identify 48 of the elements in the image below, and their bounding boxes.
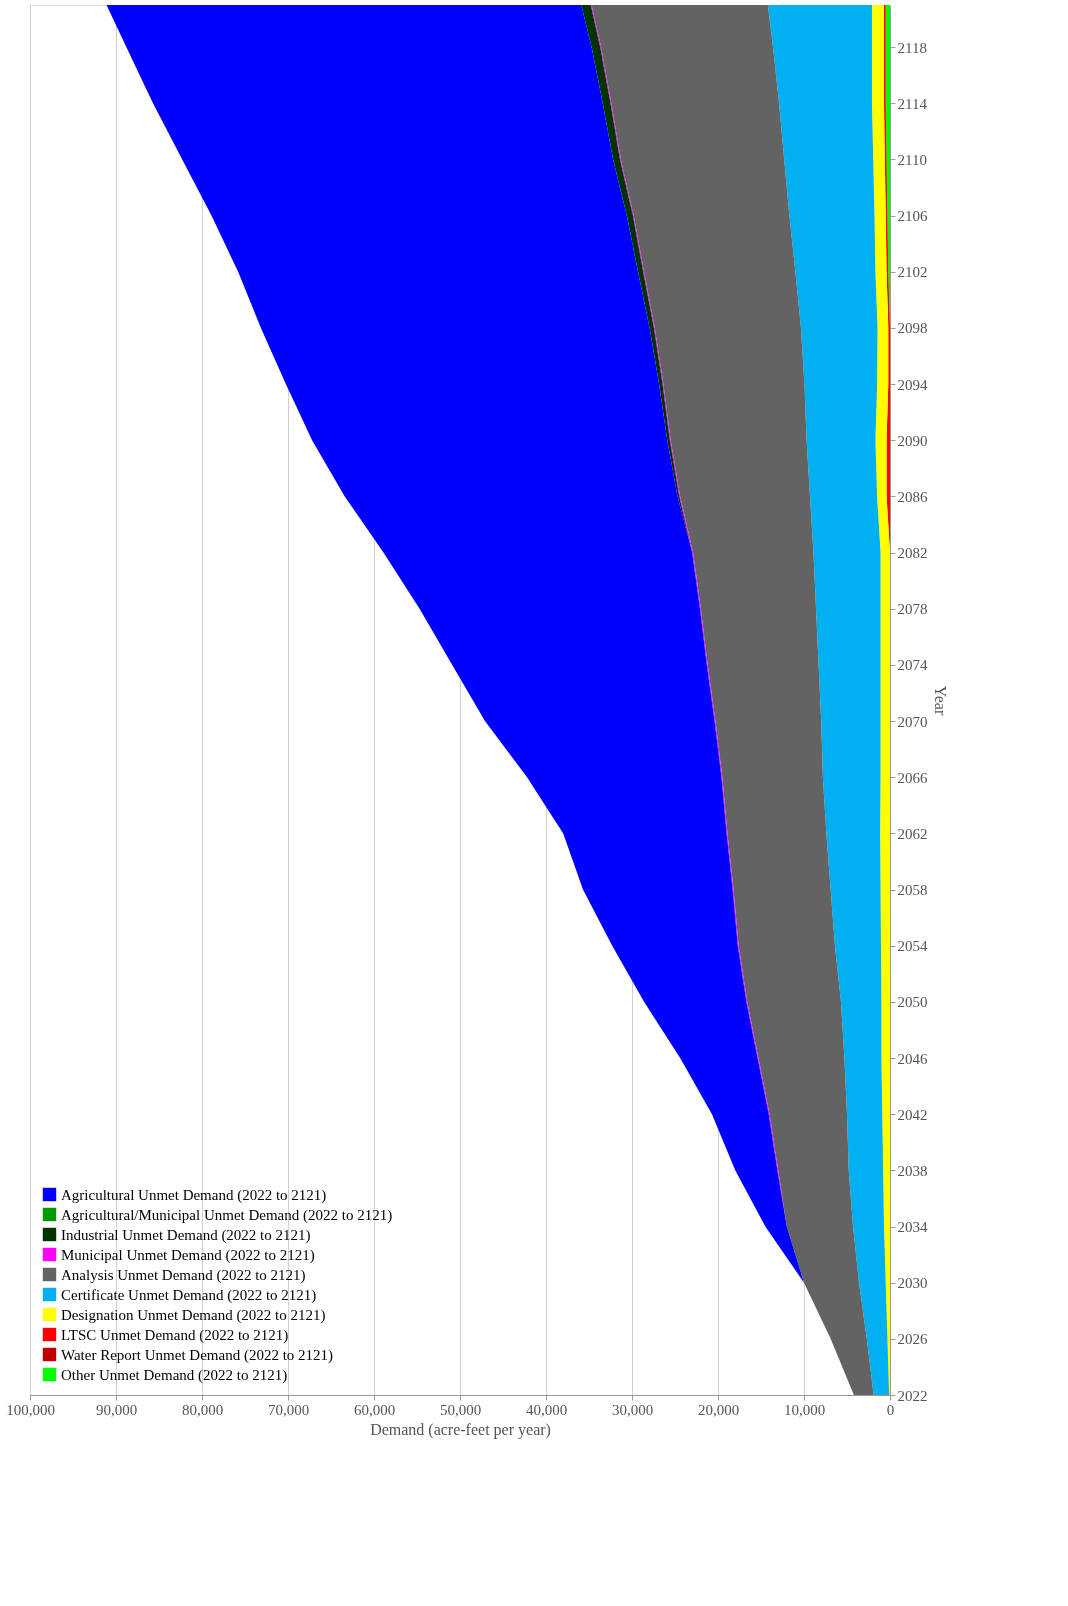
x-tick-label: 10,000 [783,1401,826,1418]
legend-label: Industrial Unmet Demand (2022 to 2121) [61,1226,311,1244]
y-tick-label: 2066 [897,769,928,786]
legend-label: Certificate Unmet Demand (2022 to 2121) [61,1286,317,1304]
y-tick-label: 2050 [897,994,928,1011]
legend-label: Designation Unmet Demand (2022 to 2121) [61,1306,326,1324]
y-tick-label: 2118 [897,39,927,56]
x-tick-label: 30,000 [611,1401,654,1418]
legend-label: Agricultural Unmet Demand (2022 to 2121) [61,1186,327,1204]
y-tick-label: 2098 [897,320,928,337]
y-tick-label: 2110 [897,151,927,168]
legend-label: Agricultural/Municipal Unmet Demand (2022 to 2121) [61,1206,393,1224]
y-tick-label: 2046 [897,1050,928,1067]
legend-label: Analysis Unmet Demand (2022 to 2121) [61,1266,306,1284]
y-tick-label: 2062 [897,825,928,842]
y-tick-label: 2082 [897,545,928,562]
y-tick-label: 2086 [897,488,928,505]
y-tick-label: 2054 [897,938,928,955]
y-tick-label: 2022 [897,1387,928,1404]
y-tick-label: 2078 [897,601,928,618]
x-tick-label: 80,000 [181,1401,224,1418]
x-tick-label: 50,000 [439,1401,482,1418]
legend-label: Other Unmet Demand (2022 to 2121) [61,1366,288,1384]
y-tick-label: 2094 [897,376,928,393]
y-axis-title: Year [931,685,949,716]
y-tick-label: 2034 [897,1219,928,1236]
legend-label: LTSC Unmet Demand (2022 to 2121) [61,1326,289,1344]
y-tick-label: 2106 [897,208,928,225]
y-tick-label: 2102 [897,264,928,281]
y-tick-label: 2042 [897,1106,928,1123]
legend-label: Water Report Unmet Demand (2022 to 2121) [61,1346,334,1364]
x-tick-label: 0 [886,1401,895,1418]
y-tick-label: 2038 [897,1162,928,1179]
x-tick-label: 20,000 [697,1401,740,1418]
y-tick-label: 2026 [897,1331,928,1348]
x-tick-label: 40,000 [525,1401,568,1418]
x-tick-label: 70,000 [267,1401,310,1418]
y-tick-label: 2058 [897,882,928,899]
y-tick-label: 2074 [897,657,928,674]
legend-label: Municipal Unmet Demand (2022 to 2121) [61,1246,315,1264]
x-tick-label: 100,000 [6,1401,55,1418]
x-tick-label: 90,000 [95,1401,138,1418]
y-tick-label: 2090 [897,432,928,449]
x-tick-label: 60,000 [353,1401,396,1418]
y-tick-label: 2030 [897,1275,928,1292]
x-axis-title: Demand (acre-feet per year) [370,1420,551,1439]
y-tick-label: 2070 [897,713,928,730]
y-tick-label: 2114 [897,95,928,112]
